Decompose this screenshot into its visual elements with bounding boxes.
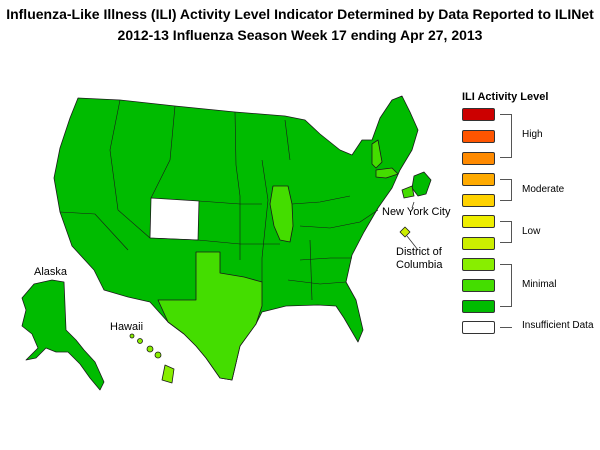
hawaii-shapes — [129, 333, 175, 384]
legend-bracket-minimal — [500, 264, 512, 307]
dc-shape — [399, 226, 411, 238]
alaska-label: Alaska — [34, 266, 68, 278]
legend-swatch-level-0 — [462, 321, 495, 334]
legend-bracket-high — [500, 114, 512, 158]
legend-label-minimal: Minimal — [522, 279, 557, 290]
dc-label-line1: District of — [396, 246, 442, 258]
legend-swatch-level-8 — [462, 152, 495, 165]
legend-swatch-level-2 — [462, 279, 495, 292]
legend-swatch-level-10 — [462, 108, 495, 121]
legend-label-low: Low — [522, 226, 541, 237]
hawaii-label: Hawaii — [110, 321, 144, 333]
legend-label-high: High — [522, 129, 543, 140]
legend-label-insufficient: Insufficient Data — [522, 320, 594, 331]
legend-swatch-level-6 — [462, 194, 495, 207]
legend-swatch-level-1 — [462, 300, 495, 313]
legend-swatch-level-9 — [462, 130, 495, 143]
legend-swatch-level-3 — [462, 258, 495, 271]
legend-title: ILI Activity Level — [462, 91, 549, 103]
legend-bracket-moderate — [500, 179, 512, 201]
legend-swatch-level-5 — [462, 215, 495, 228]
dc-label-line2: Columbia — [396, 259, 443, 271]
illinois-shape — [269, 185, 294, 243]
nyc-inset-shape-2 — [401, 185, 415, 199]
state-boundary-lines — [59, 99, 379, 301]
massachusetts-shape — [375, 167, 399, 179]
chart-title-line2: 2012-13 Influenza Season Week 17 ending … — [117, 27, 483, 43]
alaska-shape — [21, 279, 105, 391]
chart-title-line1: Influenza-Like Illness (ILI) Activity Le… — [6, 6, 594, 22]
legend-bracket-low — [500, 221, 512, 243]
nyc-inset-shape — [411, 171, 432, 197]
legend-swatch-level-4 — [462, 237, 495, 250]
legend-swatch-level-7 — [462, 173, 495, 186]
new-hampshire-shape — [371, 139, 383, 169]
colorado-shape — [149, 197, 200, 241]
legend-label-moderate: Moderate — [522, 184, 565, 195]
nyc-label: New York City — [382, 206, 451, 218]
legend-bracket-insufficient — [500, 327, 512, 328]
texas-shape — [157, 251, 263, 381]
contiguous-us-shape — [53, 95, 419, 381]
